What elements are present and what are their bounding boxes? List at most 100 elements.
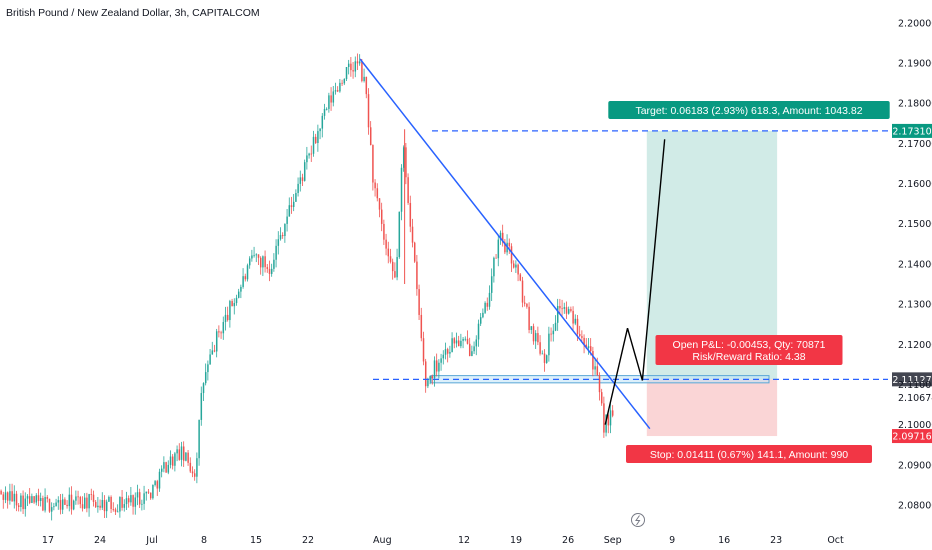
candle (484, 301, 486, 314)
candle (176, 445, 178, 462)
candle (409, 195, 412, 233)
candle (306, 146, 308, 170)
candle (361, 59, 363, 83)
candle-body (332, 91, 335, 103)
candle (343, 78, 346, 86)
candle-body (123, 504, 126, 508)
candle-body (405, 147, 407, 178)
candle (235, 294, 238, 306)
candle (196, 452, 198, 484)
candle-body (486, 302, 489, 307)
candle-body (367, 94, 370, 128)
candle-body (156, 481, 159, 489)
candle (424, 358, 427, 393)
candle-body (358, 61, 361, 64)
candle-body (556, 305, 559, 323)
stop-label-bg (626, 445, 872, 463)
candle (17, 503, 20, 512)
candle-body (561, 308, 563, 310)
candle (81, 496, 84, 512)
candle-body (86, 497, 88, 509)
candle (446, 347, 449, 363)
candle-body (189, 462, 192, 472)
candle-body (528, 306, 530, 330)
target-price-badge: 2.17310 (892, 123, 932, 138)
candle-body (270, 268, 273, 274)
candle (541, 350, 544, 355)
candle (378, 198, 381, 218)
target-label: Target: 0.06183 (2.93%) 618.3, Amount: 1… (608, 101, 890, 119)
candle-body (440, 358, 442, 363)
candle (550, 327, 552, 342)
candle (416, 254, 418, 296)
candle (561, 299, 563, 317)
candle (68, 487, 71, 512)
candle-body (530, 326, 533, 330)
candle-body (17, 505, 20, 507)
candle (587, 337, 590, 355)
candle (517, 263, 519, 282)
candle-body (143, 493, 145, 504)
candle-body (488, 292, 491, 307)
candle-body (310, 153, 313, 155)
candle-body (321, 115, 324, 129)
candle (345, 66, 348, 82)
candle-body (372, 145, 374, 183)
candle (325, 107, 328, 111)
position-label-bg (655, 335, 843, 365)
candle-body (292, 201, 295, 207)
y-tick-label: 2.20000 (898, 18, 932, 29)
candle (519, 272, 522, 282)
candle (407, 173, 409, 205)
target-label-bg (608, 101, 890, 119)
y-tick-label: 2.13000 (898, 300, 932, 311)
candle-body (589, 346, 592, 352)
candle (420, 307, 423, 342)
candle (468, 337, 471, 357)
x-tick-label: 17 (42, 535, 54, 546)
candle-body (499, 232, 502, 240)
candle-body (600, 392, 603, 404)
candle (101, 492, 104, 511)
candle (515, 260, 517, 273)
candle-body (262, 256, 264, 268)
candle (451, 332, 453, 353)
candle-body (350, 63, 352, 71)
candle-body (257, 254, 260, 258)
candle (453, 337, 456, 349)
candle-body (101, 500, 104, 508)
candle-body (576, 318, 579, 334)
candle (592, 346, 594, 377)
candle-body (543, 353, 546, 363)
candle-body (603, 403, 605, 433)
candle (114, 507, 117, 515)
candle-body (334, 90, 337, 92)
candle-body (517, 264, 519, 275)
candle (134, 492, 137, 515)
candle-body (193, 473, 196, 477)
candle-body (244, 276, 247, 280)
candle-body (550, 333, 552, 335)
candle-body (306, 155, 308, 163)
candle-body (187, 452, 189, 463)
candle (53, 502, 55, 511)
candle (242, 268, 244, 289)
axis-layer: 2.08000 2.09000 2.10000 2.10674 2.11000 2.120… (42, 18, 932, 546)
x-tick-label: 16 (718, 535, 730, 546)
candle-body (275, 245, 277, 260)
candle (270, 263, 273, 277)
timezone-icon (631, 513, 645, 527)
y-tick-label: 2.14000 (898, 259, 932, 270)
candle (145, 491, 148, 501)
candle (405, 143, 407, 185)
candle-body (266, 267, 269, 269)
y-tick-label: 2.11000 (898, 380, 932, 391)
y-tick-label: 2.12000 (898, 340, 932, 351)
candle (123, 499, 126, 512)
candle (28, 488, 31, 505)
candle (532, 323, 535, 345)
candle-body (42, 498, 44, 511)
candle-body (70, 494, 73, 510)
candle-body (103, 500, 106, 512)
candle-body (246, 265, 249, 280)
